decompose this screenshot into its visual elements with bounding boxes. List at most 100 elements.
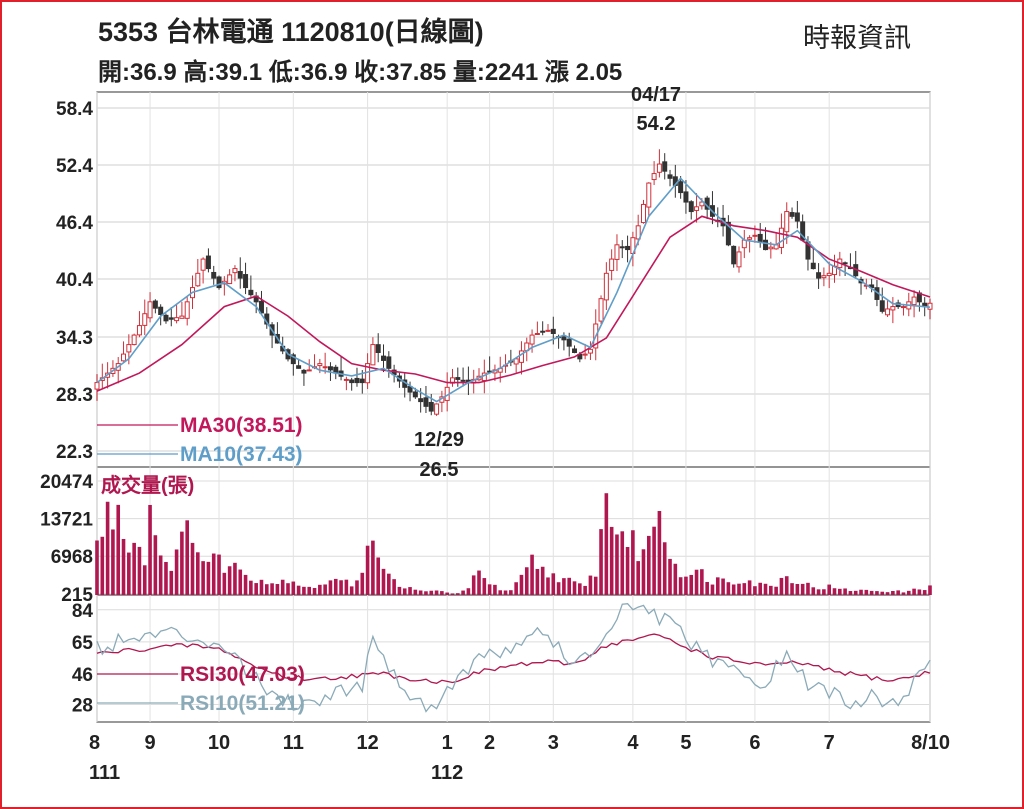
candle-body	[232, 268, 238, 274]
x-tick-label: 8/10	[911, 732, 950, 754]
candle-body	[810, 262, 816, 270]
volume-bar	[148, 504, 152, 595]
volume-bar	[264, 584, 269, 595]
candle-body	[381, 355, 387, 361]
candle-body	[412, 391, 418, 398]
volume-bar	[800, 583, 805, 595]
volume-bar	[811, 587, 816, 595]
candle-body	[375, 344, 381, 354]
volume-bar	[514, 582, 518, 595]
volume-bar	[524, 567, 529, 595]
candle-body	[121, 353, 127, 362]
volume-bar	[519, 574, 524, 595]
volume-bar	[832, 588, 837, 595]
volume-bar	[668, 558, 672, 595]
x-tick-label: 12	[356, 732, 378, 754]
volume-bar	[376, 557, 381, 595]
volume-bar	[790, 583, 794, 595]
volume-bar	[307, 586, 312, 595]
volume-bar	[615, 534, 619, 595]
volume-bar	[710, 584, 715, 595]
candle-body	[736, 251, 742, 268]
volume-bar	[365, 545, 370, 595]
volume-bar	[408, 587, 412, 595]
volume-bar	[562, 578, 566, 595]
volume-bar	[381, 568, 386, 595]
x-tick-label: 1	[442, 732, 453, 754]
candle-body	[927, 302, 933, 310]
candle-body	[147, 301, 153, 319]
volume-bar	[779, 577, 784, 595]
volume-bar	[922, 590, 927, 595]
volume-bar	[689, 574, 694, 595]
volume-bar	[296, 585, 301, 595]
volume-bar	[822, 589, 826, 595]
candle-body	[386, 356, 392, 369]
volume-bar	[646, 535, 651, 595]
volume-bar	[652, 526, 656, 595]
volume-bar	[466, 588, 471, 595]
y-tick-label: 65	[72, 633, 94, 654]
volume-bar	[450, 593, 455, 595]
volume-bar	[482, 578, 487, 595]
volume-bar	[211, 553, 216, 595]
volume-bar	[387, 573, 391, 595]
volume-bar	[912, 588, 916, 595]
volume-bar	[869, 590, 874, 595]
volume-bar	[678, 577, 683, 595]
y-tick-label: 52.4	[56, 156, 93, 177]
candle-body	[174, 317, 180, 322]
volume-bar	[418, 590, 423, 595]
y-tick-label: 34.3	[56, 328, 93, 349]
volume-bar	[641, 549, 646, 595]
volume-bar	[657, 511, 662, 595]
volume-bar	[312, 587, 317, 595]
candle-body	[184, 301, 190, 319]
price-panel: MA30(38.51) MA10(37.43) 04/17 54.2 12/29 26.5	[94, 84, 933, 481]
volume-bar	[153, 535, 158, 595]
volume-bar	[838, 588, 842, 595]
candle-body	[598, 298, 604, 322]
candle-body	[163, 314, 169, 322]
volume-bar	[864, 589, 869, 595]
volume-bar	[530, 554, 534, 595]
legend-label: MA30(38.51)	[180, 414, 303, 437]
volume-bar	[259, 579, 264, 595]
rsi10-line	[96, 603, 931, 713]
volume-bar	[609, 526, 614, 595]
candle-body	[434, 403, 440, 415]
candle-body	[237, 271, 243, 279]
candle-body	[890, 306, 896, 311]
volume-bar	[625, 547, 630, 595]
y-tick-label: 13721	[40, 510, 93, 531]
volume-bar	[726, 582, 731, 595]
candle-body	[248, 289, 254, 296]
candle-body	[550, 328, 556, 334]
candle-body	[126, 344, 132, 353]
volume-bar	[100, 536, 105, 595]
candle-body	[258, 300, 264, 314]
volume-label: 成交量(張)	[101, 473, 194, 497]
volume-bar	[477, 570, 481, 595]
candle-body	[343, 378, 349, 381]
volume-bar	[222, 572, 227, 595]
candle-body	[296, 365, 302, 369]
volume-bar	[185, 520, 189, 595]
volume-bar	[875, 591, 879, 595]
annotation-value: 26.5	[420, 459, 459, 481]
volume-bar	[360, 572, 365, 595]
volume-bar	[859, 589, 863, 595]
candle-body	[301, 369, 307, 374]
volume-bar	[487, 584, 492, 595]
candle-body	[885, 308, 891, 316]
volume-bar	[434, 590, 439, 595]
volume-bar	[180, 531, 184, 595]
volume-bar	[392, 579, 396, 595]
y-tick-label: 28	[72, 695, 93, 716]
candle-body	[572, 348, 578, 354]
candle-body	[614, 244, 620, 260]
volume-bar	[174, 549, 179, 595]
candle-body	[513, 358, 519, 365]
volume-bar	[917, 589, 922, 595]
